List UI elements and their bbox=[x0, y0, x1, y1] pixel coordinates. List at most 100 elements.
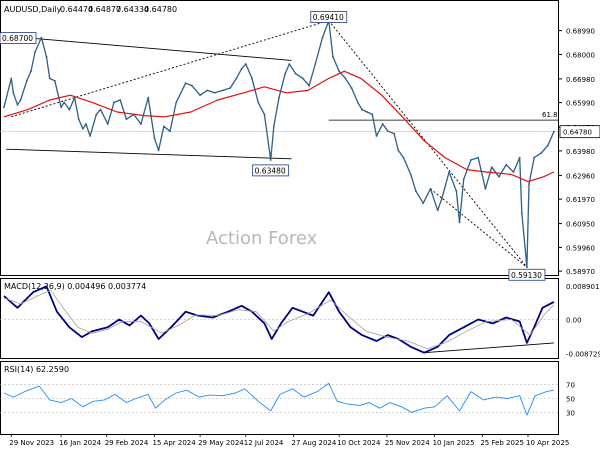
price-point bbox=[308, 84, 310, 87]
macd-trendline bbox=[424, 342, 554, 354]
price-moving-average-line bbox=[3, 70, 555, 183]
price-panel-frame bbox=[0, 0, 559, 276]
macd-panel-frame bbox=[0, 278, 559, 359]
x-tick-label: 10 Oct 2024 bbox=[337, 439, 381, 447]
x-tick-label: 25 Nov 2024 bbox=[385, 439, 430, 447]
price-point bbox=[350, 87, 353, 89]
price-point bbox=[63, 101, 66, 104]
price-point bbox=[3, 106, 5, 109]
price-point bbox=[16, 103, 19, 106]
price-point bbox=[251, 77, 253, 80]
price-point bbox=[34, 51, 37, 53]
price-annotation-box bbox=[0, 32, 37, 44]
last-price-label: 0.64780 bbox=[563, 129, 592, 137]
price-point bbox=[89, 135, 92, 137]
price-point bbox=[470, 159, 472, 161]
x-axis-labels: 29 Nov 2023 16 Jan 2024 29 Feb 2024 15 Apr … bbox=[9, 434, 569, 447]
price-point bbox=[484, 187, 487, 190]
price-point bbox=[321, 36, 324, 39]
price-point bbox=[213, 91, 216, 94]
price-point bbox=[81, 127, 84, 130]
price-point bbox=[518, 156, 521, 159]
price-point bbox=[45, 55, 48, 58]
series-lines bbox=[3, 19, 555, 416]
rsi-title: RSI(14) 62.2590 bbox=[4, 365, 69, 374]
price-annotation-box bbox=[508, 268, 546, 281]
price-point bbox=[371, 113, 374, 116]
price-trendline bbox=[11, 35, 292, 61]
price-point bbox=[12, 91, 15, 94]
last-price-box bbox=[559, 125, 600, 139]
price-point bbox=[455, 190, 458, 193]
price-annotation-label: 0.63480 bbox=[255, 166, 286, 175]
price-point bbox=[206, 89, 209, 92]
price-point bbox=[301, 77, 304, 80]
price-point bbox=[361, 108, 363, 111]
price-point bbox=[526, 266, 528, 269]
price-y-tick-label: 0.61970 bbox=[566, 196, 595, 204]
price-point bbox=[415, 190, 417, 193]
price-point bbox=[106, 123, 109, 125]
price-point bbox=[448, 171, 451, 173]
level-lines: 61.8 bbox=[0, 111, 558, 413]
price-annotation-label: 0.69410 bbox=[313, 13, 344, 22]
price-point bbox=[190, 84, 193, 87]
price-point bbox=[356, 101, 359, 104]
price-point bbox=[422, 202, 425, 205]
price-point bbox=[19, 99, 22, 101]
x-tick-label: 12 Jul 2024 bbox=[244, 439, 284, 447]
fib-618-label: 61.8 bbox=[542, 111, 558, 119]
price-point bbox=[73, 96, 76, 99]
macd-macd-line bbox=[3, 285, 555, 354]
price-point bbox=[332, 55, 334, 58]
price-point bbox=[147, 96, 150, 99]
price-point bbox=[235, 77, 238, 80]
price-point bbox=[397, 149, 400, 152]
rsi-y-tick-label: 30 bbox=[566, 409, 575, 417]
price-point bbox=[314, 63, 317, 65]
price-annotations: 0.68700 0.69410 0.63480 0.59130 bbox=[0, 11, 546, 281]
price-point bbox=[462, 178, 465, 181]
price-y-tick-label: 0.59960 bbox=[566, 244, 595, 252]
price-point bbox=[244, 63, 247, 65]
price-point bbox=[184, 82, 187, 85]
macd-y-tick-label: 0.00 bbox=[566, 317, 582, 325]
price-point bbox=[512, 171, 515, 173]
price-point bbox=[85, 123, 87, 125]
price-point bbox=[132, 113, 135, 116]
price-point bbox=[199, 94, 202, 97]
price-point bbox=[25, 79, 28, 82]
macd-y-tick-label: 0.008901 bbox=[566, 283, 599, 291]
price-title-text: AUDUSD,Daily bbox=[4, 5, 62, 14]
price-point bbox=[458, 221, 461, 224]
rsi-panel-frame bbox=[0, 361, 559, 435]
y-axis-labels: 0.689900.680000.669800.659900.649700.639… bbox=[558, 28, 600, 417]
price-point bbox=[40, 36, 43, 39]
price-point bbox=[294, 72, 297, 75]
x-tick-label: 29 Nov 2023 bbox=[9, 439, 54, 447]
price-point bbox=[30, 70, 32, 73]
price-point bbox=[222, 89, 224, 92]
price-point bbox=[338, 70, 341, 73]
x-tick-label: 25 Feb 2025 bbox=[480, 439, 524, 447]
price-point bbox=[540, 151, 543, 154]
price-y-tick-label: 0.58970 bbox=[566, 268, 595, 276]
price-point bbox=[344, 77, 347, 80]
ohlc-high: 0.64877 bbox=[88, 5, 121, 14]
price-y-tick-label: 0.65990 bbox=[566, 100, 595, 108]
price-point bbox=[553, 130, 555, 133]
price-point bbox=[240, 67, 243, 70]
price-y-tick-label: 0.63980 bbox=[566, 148, 595, 156]
price-point bbox=[436, 209, 439, 212]
price-point bbox=[68, 108, 71, 111]
x-tick-label: 16 Jan 2024 bbox=[59, 439, 102, 447]
price-point bbox=[278, 96, 280, 99]
price-point bbox=[533, 156, 536, 159]
price-y-tick-label: 0.66980 bbox=[566, 76, 595, 84]
price-point bbox=[269, 159, 272, 161]
price-point bbox=[375, 135, 378, 137]
price-point bbox=[99, 108, 102, 111]
price-point bbox=[409, 173, 412, 176]
price-y-tick-label: 0.60950 bbox=[566, 221, 595, 229]
x-tick-label: 10 Apr 2025 bbox=[526, 439, 569, 447]
